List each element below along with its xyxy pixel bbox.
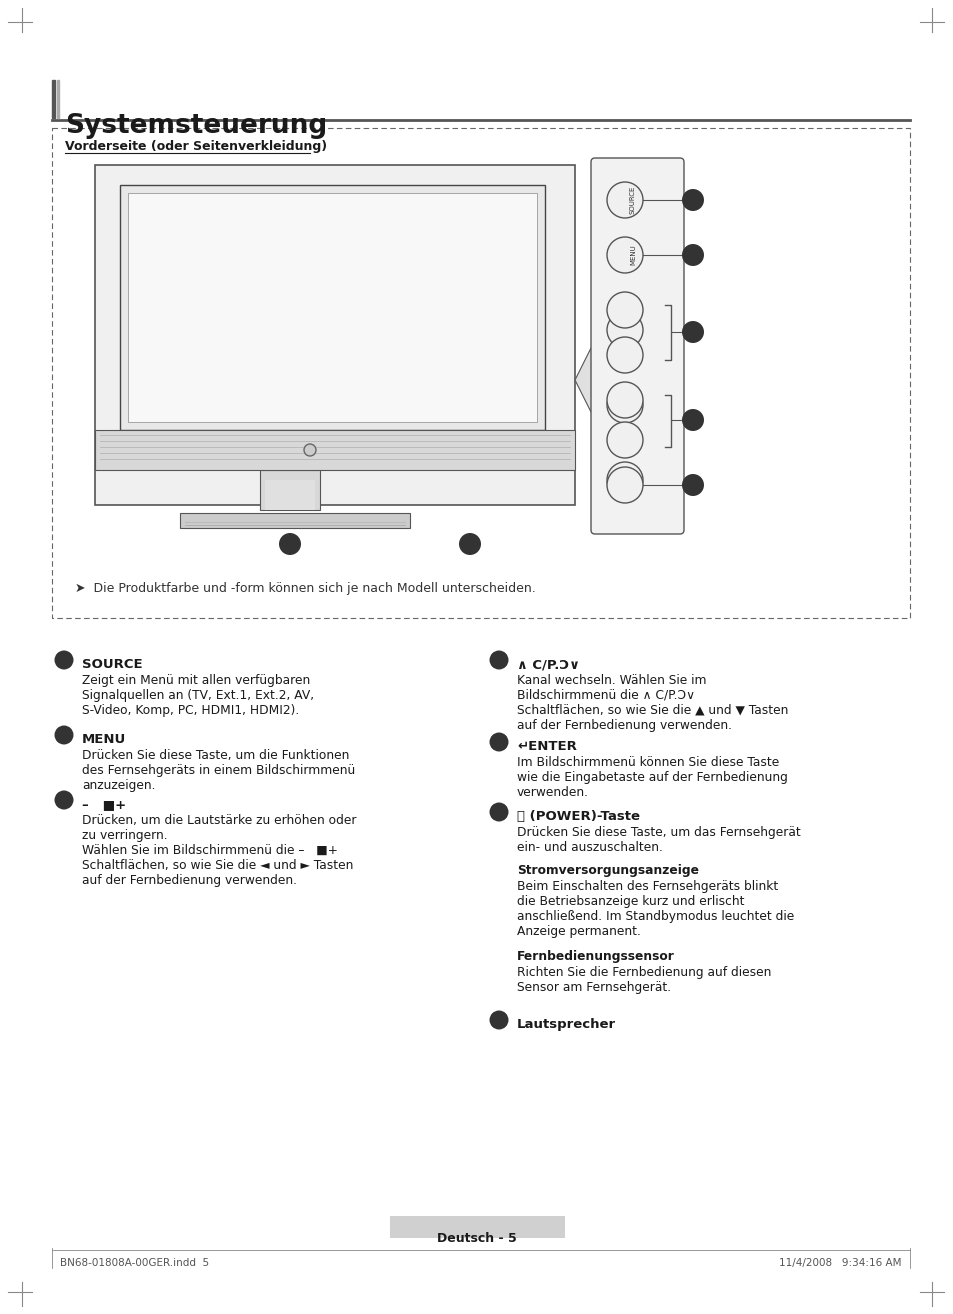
Circle shape [54,650,73,670]
Text: ⏻ (POWER)-Taste: ⏻ (POWER)-Taste [517,809,639,823]
Circle shape [681,189,703,212]
Text: +: + [646,304,656,313]
FancyBboxPatch shape [590,158,683,533]
Text: Zeigt ein Menü mit allen verfügbaren
Signalquellen an (TV, Ext.1, Ext.2, AV,
S-V: Zeigt ein Menü mit allen verfügbaren Sig… [82,674,314,717]
Text: 7: 7 [286,543,294,553]
Text: ∨: ∨ [619,435,629,448]
Text: 1: 1 [60,657,68,668]
Circle shape [606,463,642,498]
Circle shape [606,336,642,373]
Text: ➤  Die Produktfarbe und -form können sich je nach Modell unterscheiden.: ➤ Die Produktfarbe und -form können sich… [75,582,536,595]
Circle shape [606,388,642,423]
Text: −: − [646,348,656,357]
Text: 7: 7 [286,543,294,553]
Text: ∨: ∨ [646,435,652,444]
Circle shape [458,533,480,555]
Bar [260,470,319,510]
Text: ↵ENTER: ↵ENTER [517,740,577,753]
Text: Beim Einschalten des Fernsehgeräts blinkt
die Betriebsanzeige kurz und erlischt
: Beim Einschalten des Fernsehgeräts blink… [517,880,794,938]
Text: MENU: MENU [629,244,636,265]
Circle shape [304,444,315,456]
Circle shape [606,311,642,348]
Text: SOURCE: SOURCE [82,658,143,671]
Circle shape [489,732,508,752]
Circle shape [681,474,703,495]
Text: 6: 6 [495,809,502,820]
Circle shape [489,1010,508,1029]
Text: 3: 3 [688,330,696,340]
Circle shape [606,237,642,273]
Bar [390,1215,564,1238]
Text: MENU: MENU [82,733,126,746]
Text: 2: 2 [688,254,696,263]
Circle shape [54,791,73,809]
Text: Im Bildschirmmenü können Sie diese Taste
wie die Eingabetaste auf der Fernbedien: Im Bildschirmmenü können Sie diese Taste… [517,756,787,799]
Text: 4: 4 [688,418,697,428]
Circle shape [606,382,642,418]
Text: 4: 4 [495,657,502,668]
Circle shape [681,244,703,265]
Bar [128,193,537,422]
Text: 1: 1 [688,198,696,208]
Circle shape [681,321,703,343]
Text: Fernbedienungssensor: Fernbedienungssensor [517,950,674,963]
Bar [52,80,55,118]
Bar [95,166,575,505]
Bar [95,430,575,470]
Text: Drücken Sie diese Taste, um das Fernsehgerät
ein- und auszuschalten.: Drücken Sie diese Taste, um das Fernsehg… [517,827,800,854]
Text: 5: 5 [688,484,696,493]
Text: 7: 7 [495,1017,502,1028]
Text: ∧ C/P.Ɔ∨: ∧ C/P.Ɔ∨ [517,658,579,671]
Text: Kanal wechseln. Wählen Sie im
Bildschirmmenü die ∧ C/P.Ɔ∨
Schaltflächen, so wie : Kanal wechseln. Wählen Sie im Bildschirm… [517,674,787,732]
Text: Systemsteuerung: Systemsteuerung [65,113,327,139]
Text: SOURCE: SOURCE [629,185,636,214]
Text: Drücken Sie diese Taste, um die Funktionen
des Fernsehgeräts in einem Bildschirm: Drücken Sie diese Taste, um die Funktion… [82,749,355,792]
Text: ∧: ∧ [619,394,629,407]
Bar [180,512,410,528]
Text: +: + [618,304,630,318]
Text: BN68-01808A-00GER.indd  5: BN68-01808A-00GER.indd 5 [60,1257,209,1268]
Text: Deutsch - 5: Deutsch - 5 [436,1233,517,1244]
Circle shape [681,409,703,431]
Circle shape [606,292,642,328]
Text: 6: 6 [466,543,474,553]
Bar [57,80,59,118]
Text: Drücken, um die Lautstärke zu erhöhen oder
zu verringern.
Wählen Sie im Bildschi: Drücken, um die Lautstärke zu erhöhen od… [82,813,356,887]
Text: −: − [618,347,631,365]
Bar [265,480,314,510]
Text: –   ■+: – ■+ [82,798,126,811]
Text: Vorderseite (oder Seitenverkleidung): Vorderseite (oder Seitenverkleidung) [65,141,327,152]
Bar [120,185,544,430]
Text: 2: 2 [60,732,68,742]
Text: ↵: ↵ [619,480,630,493]
Circle shape [606,422,642,459]
Text: Richten Sie die Fernbedienung auf diesen
Sensor am Fernsehgerät.: Richten Sie die Fernbedienung auf diesen… [517,966,771,993]
Text: 3: 3 [60,798,68,808]
Circle shape [489,650,508,670]
Circle shape [489,803,508,821]
Text: 11/4/2008   9:34:16 AM: 11/4/2008 9:34:16 AM [779,1257,901,1268]
Circle shape [54,725,73,745]
Circle shape [606,183,642,218]
Text: ✓: ✓ [652,321,661,330]
Text: Stromversorgungsanzeige: Stromversorgungsanzeige [517,865,699,876]
Text: Lautsprecher: Lautsprecher [517,1018,616,1031]
Circle shape [278,533,301,555]
Text: 5: 5 [495,740,502,749]
Circle shape [606,466,642,503]
Text: ∧ C/P.Ɔ: ∧ C/P.Ɔ [646,396,673,405]
Polygon shape [575,340,595,420]
